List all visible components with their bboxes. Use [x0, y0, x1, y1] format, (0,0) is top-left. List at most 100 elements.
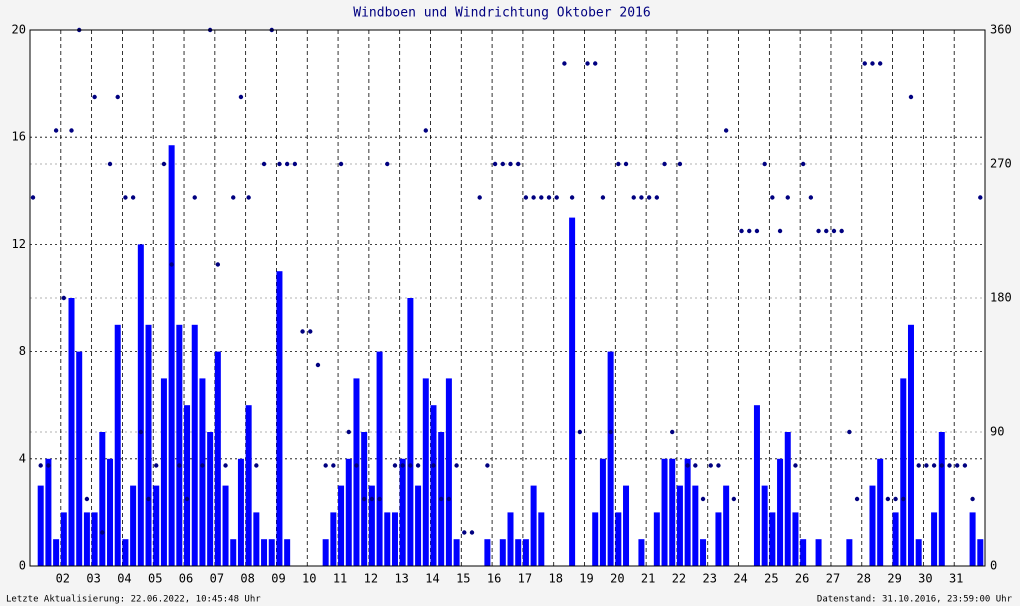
- gust-bar: [800, 539, 807, 566]
- y2-tick-label: 270: [990, 157, 1012, 171]
- x-tick-label: 10: [302, 572, 316, 586]
- gust-bar: [168, 145, 175, 567]
- gust-bar: [892, 512, 899, 566]
- gust-bar: [83, 512, 90, 566]
- gust-bar: [615, 512, 622, 566]
- direction-point: [130, 195, 136, 200]
- gust-bar: [37, 485, 44, 566]
- gust-bar: [969, 512, 976, 566]
- direction-point: [161, 161, 167, 167]
- x-tick-label: 05: [148, 572, 162, 586]
- y-tick-label: 16: [12, 130, 26, 144]
- direction-point: [138, 429, 144, 435]
- gust-bar: [931, 512, 938, 566]
- gust-bar: [938, 432, 945, 566]
- gust-bar: [684, 458, 691, 566]
- direction-point: [415, 463, 421, 468]
- direction-point: [423, 128, 428, 133]
- direction-point: [508, 161, 513, 167]
- gust-bar: [376, 351, 383, 566]
- direction-point: [92, 94, 97, 100]
- y-tick-label: 8: [19, 344, 26, 358]
- direction-point: [277, 161, 282, 167]
- direction-point: [154, 463, 159, 468]
- direction-point: [908, 94, 914, 100]
- direction-point: [824, 228, 829, 234]
- direction-point: [539, 195, 544, 200]
- direction-point: [677, 161, 683, 167]
- direction-point: [785, 195, 790, 200]
- gust-bar: [76, 351, 83, 566]
- gust-bar: [661, 458, 668, 566]
- direction-point: [177, 463, 182, 468]
- direction-point: [323, 463, 328, 468]
- gust-bar: [669, 458, 676, 566]
- direction-point: [292, 161, 298, 167]
- direction-point: [978, 195, 983, 200]
- direction-point: [901, 496, 906, 502]
- direction-point: [69, 128, 74, 133]
- x-tick-label: 08: [240, 572, 254, 586]
- direction-point: [747, 228, 752, 234]
- direction-point: [670, 429, 675, 435]
- x-tick-label: 23: [703, 572, 717, 586]
- direction-point: [500, 161, 505, 167]
- gust-bar: [761, 485, 768, 566]
- direction-point: [246, 195, 251, 200]
- direction-point: [639, 195, 644, 200]
- direction-point: [831, 228, 837, 234]
- direction-point: [354, 463, 359, 468]
- direction-point: [215, 262, 221, 267]
- direction-point: [485, 463, 490, 468]
- direction-point: [454, 463, 459, 468]
- direction-point: [870, 61, 875, 66]
- direction-point: [238, 94, 244, 100]
- direction-point: [361, 496, 367, 502]
- direction-point: [847, 429, 852, 435]
- direction-point: [562, 61, 567, 66]
- gust-bar: [815, 539, 822, 566]
- direction-point: [100, 530, 105, 535]
- gust-bar: [430, 405, 437, 566]
- x-tick-label: 15: [456, 572, 470, 586]
- gust-bar: [453, 539, 460, 566]
- direction-point: [708, 463, 713, 468]
- direction-point: [261, 161, 267, 167]
- direction-point: [223, 463, 228, 468]
- direction-point: [492, 161, 498, 167]
- gust-bar: [522, 539, 529, 566]
- direction-point: [84, 496, 90, 502]
- y2-tick-label: 90: [990, 425, 1004, 439]
- x-tick-label: 30: [918, 572, 932, 586]
- gust-bar: [230, 539, 237, 566]
- direction-point: [754, 228, 760, 234]
- direction-point: [685, 463, 690, 468]
- direction-point: [646, 195, 652, 200]
- direction-point: [523, 195, 529, 200]
- x-tick-label: 16: [487, 572, 501, 586]
- direction-point: [700, 496, 706, 502]
- direction-point: [446, 496, 452, 502]
- gust-bar: [784, 432, 791, 566]
- x-tick-label: 13: [394, 572, 408, 586]
- gust-bar: [715, 512, 722, 566]
- gust-bar: [60, 512, 67, 566]
- x-tick-label: 04: [117, 572, 131, 586]
- y2-tick-label: 360: [990, 23, 1012, 37]
- gust-bar: [653, 512, 660, 566]
- gust-bar: [445, 378, 452, 566]
- direction-point: [931, 463, 937, 468]
- gust-bar: [407, 298, 414, 566]
- gust-bar: [777, 458, 784, 566]
- gust-bar: [45, 458, 52, 566]
- direction-point: [616, 161, 621, 167]
- gust-bar: [977, 539, 984, 566]
- gust-bar: [515, 539, 522, 566]
- y-tick-label: 12: [12, 237, 26, 251]
- gust-bar: [191, 324, 198, 566]
- gust-bar: [184, 405, 191, 566]
- gust-bar: [160, 378, 167, 566]
- gust-bar: [368, 485, 375, 566]
- gust-bar: [137, 244, 144, 566]
- plot-frame: [29, 29, 986, 567]
